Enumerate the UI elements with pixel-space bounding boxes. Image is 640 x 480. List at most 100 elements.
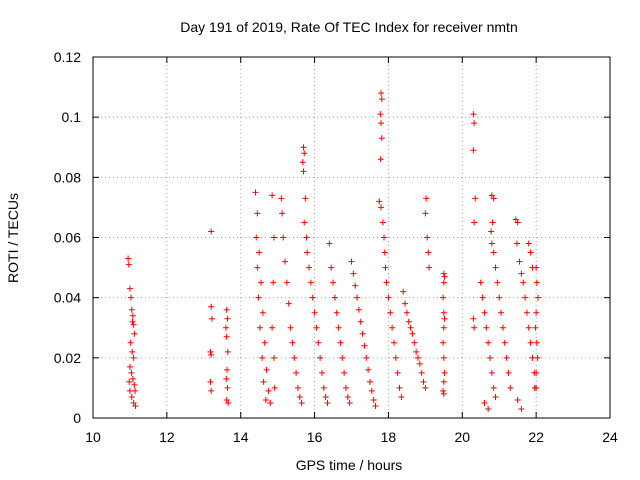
data-point [208, 351, 215, 358]
data-point [126, 378, 133, 385]
data-point [304, 249, 311, 256]
data-point [381, 249, 388, 256]
data-point [378, 96, 385, 103]
data-point [322, 393, 329, 400]
data-point [499, 324, 506, 331]
data-point [496, 294, 503, 301]
data-point [342, 384, 349, 391]
data-point [222, 324, 229, 331]
data-point [260, 378, 267, 385]
data-point [472, 195, 479, 202]
x-axis-label: GPS time / hours [296, 457, 403, 473]
data-point [486, 354, 493, 361]
data-point [126, 363, 133, 370]
data-point [348, 258, 355, 265]
data-point [130, 321, 137, 328]
data-point [516, 258, 523, 265]
data-point [498, 309, 505, 316]
data-point [440, 279, 447, 286]
data-point [372, 402, 379, 409]
y-tick-label: 0.06 [54, 230, 81, 246]
data-point [357, 318, 364, 325]
x-tick-label: 10 [85, 429, 101, 445]
data-point [407, 324, 414, 331]
y-tick-label: 0.1 [62, 109, 82, 125]
data-point [379, 219, 386, 226]
data-point [533, 264, 540, 271]
data-point [128, 294, 135, 301]
data-point [389, 324, 396, 331]
data-point [359, 330, 366, 337]
data-point [259, 309, 266, 316]
data-point [361, 342, 368, 349]
data-point [492, 264, 499, 271]
data-points [125, 90, 541, 412]
data-point [256, 324, 263, 331]
data-point [485, 405, 492, 412]
data-point [470, 315, 477, 322]
data-point [378, 120, 385, 127]
chart-title: Day 191 of 2019, Rate Of TEC Index for r… [180, 19, 517, 35]
data-point [256, 249, 263, 256]
data-point [403, 309, 410, 316]
data-point [125, 255, 132, 262]
data-point [335, 324, 342, 331]
data-point [527, 339, 534, 346]
data-point [129, 348, 136, 355]
data-point [331, 294, 338, 301]
data-point [370, 396, 377, 403]
data-point [488, 240, 495, 247]
data-point [365, 366, 372, 373]
data-point [128, 369, 135, 376]
data-point [492, 393, 499, 400]
data-point [318, 369, 325, 376]
data-point [224, 384, 231, 391]
data-point [501, 339, 508, 346]
data-point [377, 111, 384, 118]
data-point [520, 279, 527, 286]
data-point [440, 324, 447, 331]
data-point [505, 369, 512, 376]
data-point [424, 234, 431, 241]
data-point [300, 168, 307, 175]
data-point [296, 393, 303, 400]
data-point [383, 279, 390, 286]
data-point [514, 219, 521, 226]
data-point [513, 240, 520, 247]
data-point [267, 399, 274, 406]
data-point [270, 279, 277, 286]
data-point [494, 279, 501, 286]
data-point [523, 309, 530, 316]
grid-lines [93, 57, 610, 418]
data-point [223, 306, 230, 313]
data-point [208, 387, 215, 394]
data-point [503, 354, 510, 361]
data-point [368, 387, 375, 394]
data-point [490, 249, 497, 256]
data-point [270, 234, 277, 241]
data-point [223, 375, 230, 382]
data-point [293, 369, 300, 376]
x-tick-label: 22 [528, 429, 544, 445]
data-point [481, 399, 488, 406]
y-tick-label: 0.08 [54, 169, 81, 185]
data-point [324, 399, 331, 406]
data-point [224, 315, 231, 322]
data-point [488, 228, 495, 235]
data-point [129, 375, 136, 382]
data-point [426, 264, 433, 271]
data-point [471, 120, 478, 127]
data-point [208, 303, 215, 310]
data-point [326, 240, 333, 247]
data-point [512, 216, 519, 223]
data-point [409, 330, 416, 337]
data-point [418, 369, 425, 376]
data-point [278, 195, 285, 202]
data-point [440, 387, 447, 394]
x-tick-label: 20 [454, 429, 470, 445]
data-point [301, 219, 308, 226]
data-point [440, 309, 447, 316]
data-point [414, 354, 421, 361]
data-point [279, 210, 286, 217]
data-point [533, 309, 540, 316]
